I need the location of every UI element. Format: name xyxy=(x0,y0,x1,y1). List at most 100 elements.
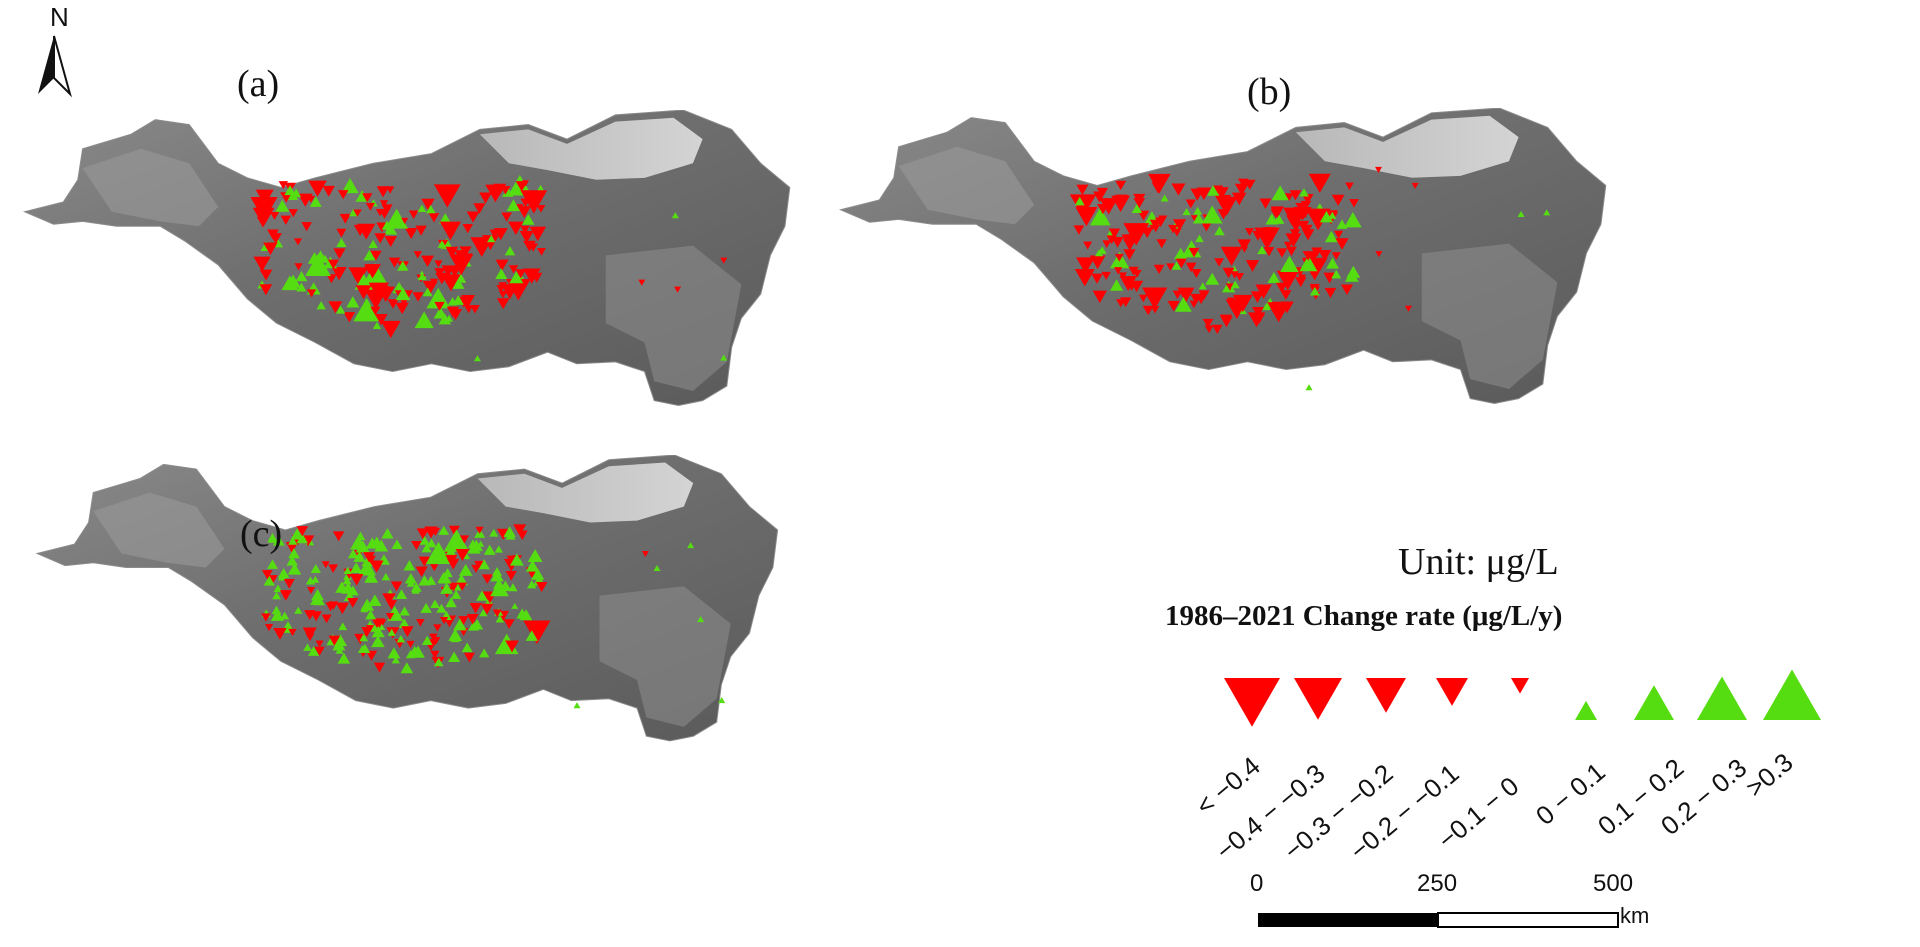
decrease-site xyxy=(352,274,361,282)
decrease-site xyxy=(418,556,431,567)
decrease-site xyxy=(424,526,438,539)
increase-site xyxy=(346,296,360,308)
decrease-site xyxy=(1280,301,1294,314)
increase-site xyxy=(363,249,376,261)
decrease-site xyxy=(326,274,337,284)
decrease-site xyxy=(415,225,427,236)
increase-site xyxy=(483,544,496,555)
panel-label-a: (a) xyxy=(237,63,280,105)
decrease-site xyxy=(371,618,385,631)
decrease-site xyxy=(263,242,278,256)
increase-site xyxy=(371,635,385,648)
decrease-site xyxy=(328,564,339,573)
sites-panel-b xyxy=(1069,166,1551,391)
decrease-site xyxy=(1293,206,1304,216)
increase-site xyxy=(1089,207,1111,226)
increase-site xyxy=(720,354,728,361)
decrease-site xyxy=(1297,274,1307,282)
decrease-site xyxy=(361,225,370,233)
increase-site xyxy=(271,605,282,615)
decrease-site xyxy=(1231,192,1247,206)
increase-site xyxy=(263,575,275,586)
decrease-site xyxy=(505,279,531,301)
legend-symbol xyxy=(1224,678,1280,727)
sites-panel-a xyxy=(250,174,728,362)
increase-site xyxy=(307,646,320,656)
decrease-site xyxy=(288,628,297,637)
decrease-site xyxy=(1115,194,1128,206)
decrease-site xyxy=(256,216,269,228)
decrease-site xyxy=(1191,268,1202,278)
decrease-site xyxy=(395,302,409,315)
increase-site xyxy=(417,204,427,213)
decrease-site xyxy=(1217,209,1230,220)
increase-site xyxy=(421,635,433,645)
increase-site xyxy=(487,234,496,243)
decrease-site xyxy=(516,530,528,540)
decrease-site xyxy=(1276,270,1300,291)
decrease-site xyxy=(1096,187,1109,198)
increase-site xyxy=(342,576,352,585)
increase-site xyxy=(303,643,312,651)
scale-tick: 250 xyxy=(1417,870,1458,897)
increase-site xyxy=(281,275,299,291)
decrease-site xyxy=(501,212,512,222)
increase-site xyxy=(387,628,396,636)
increase-site xyxy=(335,581,349,593)
decrease-site xyxy=(380,320,401,339)
scale-unit: km xyxy=(1620,903,1650,928)
increase-site xyxy=(426,287,451,309)
decrease-site xyxy=(349,573,364,586)
increase-site xyxy=(311,589,324,601)
decrease-site xyxy=(1123,223,1150,246)
increase-site xyxy=(461,642,473,653)
increase-site xyxy=(440,582,454,594)
decrease-site xyxy=(458,616,469,626)
increase-site xyxy=(425,204,436,214)
increase-site xyxy=(419,536,430,545)
increase-site xyxy=(360,605,369,613)
north-arrow-icon xyxy=(38,35,72,98)
decrease-site xyxy=(382,593,396,606)
decrease-site xyxy=(517,206,531,218)
decrease-site xyxy=(301,222,312,232)
decrease-site xyxy=(355,285,372,300)
increase-site xyxy=(406,579,416,587)
decrease-site xyxy=(1190,188,1205,201)
decrease-site xyxy=(294,263,303,271)
decrease-site xyxy=(1251,306,1265,318)
decrease-site xyxy=(353,209,362,217)
increase-site xyxy=(455,574,468,586)
increase-site xyxy=(353,537,366,548)
decrease-site xyxy=(1284,193,1294,201)
legend-symbol xyxy=(1511,678,1529,694)
increase-site xyxy=(421,543,432,553)
decrease-site xyxy=(1142,305,1154,316)
decrease-site xyxy=(522,268,541,284)
decrease-site xyxy=(1138,294,1148,303)
decrease-site xyxy=(385,186,395,194)
decrease-site xyxy=(446,306,460,318)
decrease-site xyxy=(1118,272,1127,280)
increase-site xyxy=(288,536,298,545)
decrease-site xyxy=(250,197,278,221)
decrease-site xyxy=(390,581,403,592)
increase-site xyxy=(1319,210,1334,223)
decrease-site xyxy=(1201,222,1212,232)
decrease-site xyxy=(1153,264,1165,275)
decrease-site xyxy=(264,624,274,632)
increase-site xyxy=(347,585,359,596)
legend-symbol xyxy=(1436,678,1468,706)
decrease-site xyxy=(1289,229,1301,239)
decrease-site xyxy=(331,266,347,281)
increase-site xyxy=(467,539,478,549)
decrease-site xyxy=(421,198,435,211)
increase-site xyxy=(653,564,661,572)
increase-site xyxy=(361,556,373,567)
decrease-site xyxy=(1172,228,1182,237)
decrease-site xyxy=(310,611,322,622)
decrease-site xyxy=(508,265,519,274)
decrease-site xyxy=(327,259,339,270)
decrease-site xyxy=(297,193,313,207)
increase-site xyxy=(445,597,457,608)
